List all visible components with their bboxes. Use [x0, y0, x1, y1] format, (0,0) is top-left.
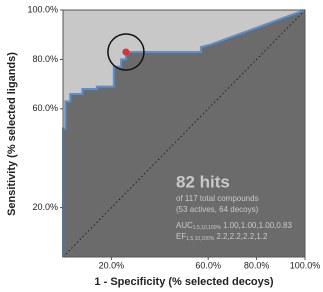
- x-tick-label: 20.0%: [99, 260, 125, 270]
- highlight-ring: [107, 33, 145, 71]
- y-tick-label: 100.0%: [27, 4, 58, 14]
- split-label: (53 actives, 64 decoys): [176, 205, 259, 214]
- auc-values: 1.00,1.00,1.00,0.83: [223, 221, 293, 230]
- random-diagonal: [62, 9, 306, 258]
- y-axis-title: Sensitivity (% selected ligands): [6, 52, 18, 216]
- x-tick-label: 100.0%: [290, 260, 321, 270]
- total-label: of 117 total compounds: [176, 194, 259, 203]
- ef-subscript: 1,5,10,100%: [186, 236, 215, 242]
- y-tick-label: 20.0%: [32, 202, 58, 212]
- x-tick-label: 80.0%: [244, 260, 270, 270]
- ef-label: EF1,5,10,100% 2.2,2.2,2.2,1.2: [176, 232, 268, 242]
- y-tick-label: 60.0%: [32, 103, 58, 113]
- ef-name: EF: [176, 232, 186, 241]
- highlight-point: [122, 48, 130, 56]
- auc-name: AUC: [176, 221, 193, 230]
- auc-label: AUC1,5,10,100% 1.00,1.00,1.00,0.83: [176, 221, 292, 231]
- x-axis-title: 1 - Specificity (% selected decoys): [94, 276, 273, 288]
- y-tick-label: 80.0%: [32, 54, 58, 64]
- plot-border: [62, 9, 306, 258]
- auc-subscript: 1,5,10,100%: [193, 225, 222, 231]
- hits-label: 82 hits: [176, 172, 230, 191]
- ef-values: 2.2,2.2,2.2,1.2: [216, 232, 268, 241]
- roc-curve: [62, 9, 306, 257]
- x-tick-label: 60.0%: [195, 260, 221, 270]
